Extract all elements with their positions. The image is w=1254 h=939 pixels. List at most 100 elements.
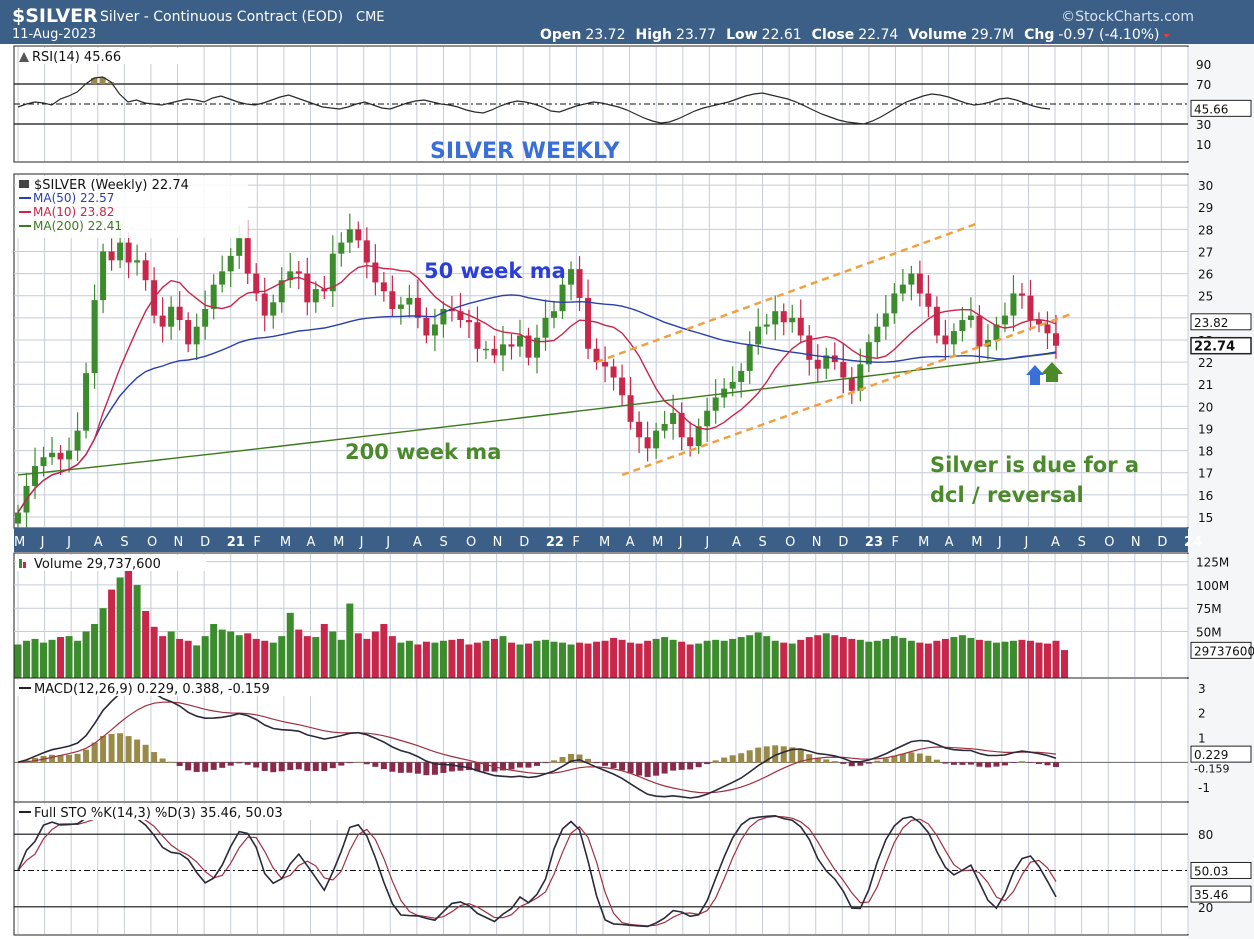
macd-histogram-bar	[448, 762, 455, 772]
volume-bar	[805, 637, 813, 678]
macd-histogram-bar	[874, 760, 881, 763]
exchange: CME	[356, 10, 385, 25]
candle-body	[670, 412, 677, 425]
candle-body	[261, 293, 268, 316]
ma200-line	[17, 352, 1057, 476]
macd-histogram-bar	[1053, 762, 1059, 767]
macd-histogram-bar	[585, 758, 592, 763]
macd-panel	[13, 677, 1189, 803]
silver-weekly-title: SILVER WEEKLY	[430, 139, 621, 164]
volume-bar	[814, 635, 822, 678]
ohlc-label: High	[635, 27, 672, 43]
candle-body	[83, 373, 90, 431]
x-axis-strip	[14, 528, 1188, 552]
price-tick: 26	[1198, 268, 1213, 282]
volume-bar	[533, 640, 541, 678]
candle-body	[100, 251, 107, 301]
x-axis-label: J	[359, 535, 364, 550]
candle-body	[525, 335, 532, 358]
x-axis-label: A	[307, 535, 316, 550]
volume-bar	[507, 642, 515, 678]
candle-body	[797, 317, 804, 336]
candle-body	[159, 315, 166, 327]
volume-bar	[252, 638, 260, 678]
volume-bar	[746, 635, 754, 678]
candle-body	[389, 291, 396, 309]
macd-histogram-bar	[755, 747, 762, 763]
ohlc-label: Volume	[908, 27, 967, 43]
volume-bar	[737, 637, 745, 678]
green-up-arrow-icon	[1041, 362, 1063, 382]
price-legend-ma: MA(10) 23.82	[33, 205, 114, 219]
macd-legend: MACD(12,26,9) 0.229, 0.388, -0.159	[34, 682, 270, 697]
candle-body	[142, 260, 149, 281]
rsi-line	[17, 76, 1051, 125]
candle-body	[993, 324, 1000, 340]
macd-histogram-bar	[882, 758, 889, 763]
volume-bar	[40, 642, 48, 678]
macd-histogram-bar	[593, 762, 600, 764]
candle-body	[1027, 295, 1034, 321]
macd-histogram-bar	[295, 762, 302, 770]
macd-histogram-bar	[712, 760, 719, 763]
macd-histogram-bar	[176, 762, 183, 766]
x-axis-label: N	[174, 535, 184, 550]
sto-legend-bg	[16, 804, 366, 820]
x-axis-label: F	[253, 535, 260, 550]
candle-body	[1044, 324, 1051, 334]
ma50-line	[17, 294, 1057, 513]
macd-histogram-bar	[772, 745, 779, 763]
candle-body	[49, 452, 56, 458]
volume-tick: 50M	[1196, 625, 1222, 639]
volume-bar	[422, 641, 430, 678]
macd-histogram-bar	[959, 762, 966, 765]
candle-body	[125, 242, 132, 263]
macd-histogram-bar	[219, 762, 226, 768]
macd-histogram-bar	[687, 762, 694, 770]
price-tick: 17	[1198, 467, 1213, 481]
candle-body	[244, 238, 251, 274]
volume-bar	[916, 642, 924, 678]
candle-body	[687, 437, 694, 447]
candle-body	[321, 289, 328, 292]
candle-body	[865, 342, 872, 365]
candle-body	[363, 240, 370, 263]
volume-bar	[82, 631, 90, 678]
macd-histogram-bar	[695, 762, 702, 768]
candle-body	[602, 362, 609, 367]
ohlc-value: 23.72	[585, 27, 625, 43]
volume-bar	[388, 636, 396, 678]
macd-histogram-bar	[619, 762, 626, 771]
candle-body	[823, 355, 830, 369]
sto-tick: 20	[1198, 901, 1213, 915]
volume-bar	[933, 640, 941, 678]
macd-histogram-bar	[117, 733, 124, 763]
sto-panel	[13, 801, 1189, 936]
rsi-legend-bg	[19, 48, 201, 64]
volume-bar	[193, 645, 201, 678]
macd-histogram-bar	[287, 762, 294, 770]
volume-bar	[873, 640, 881, 678]
macd-histogram-bar	[534, 762, 540, 766]
macd-line	[17, 686, 1057, 799]
candle-body	[661, 424, 668, 431]
macd-histogram-bar	[704, 762, 711, 765]
volume-bar	[465, 644, 473, 678]
candle-body	[644, 437, 651, 449]
candle-body	[346, 229, 353, 243]
candle-body	[74, 430, 81, 451]
sto-d-line	[17, 813, 1057, 927]
volume-bar	[831, 635, 839, 678]
volume-bar	[780, 642, 788, 678]
volume-bar	[499, 636, 507, 678]
volume-bar	[644, 640, 652, 678]
macd-histogram-bar	[1027, 762, 1034, 763]
volume-bar	[363, 638, 371, 678]
volume-bar	[167, 631, 175, 678]
macd-histogram-bar	[100, 735, 107, 763]
price-tick: 20	[1198, 400, 1213, 414]
volume-bar	[924, 643, 932, 678]
volume-legend-bg	[16, 555, 206, 571]
macd-histogram-bar	[984, 762, 991, 768]
